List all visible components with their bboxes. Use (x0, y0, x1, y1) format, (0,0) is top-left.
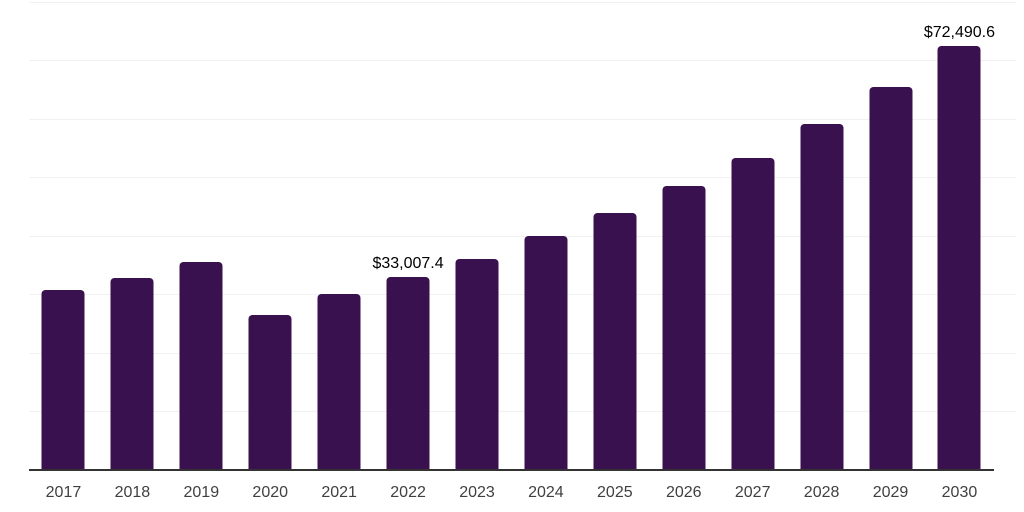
x-axis-label-2029: 2029 (872, 484, 909, 501)
x-axis-label-2018: 2018 (114, 484, 151, 501)
bar-column-2022: $33,007.4 (372, 0, 444, 470)
plot-area: $33,007.4 $72,490.6 (29, 0, 996, 470)
bar-2026 (662, 186, 706, 470)
x-axis-label-2030: 2030 (941, 484, 978, 501)
x-axis-label-2026: 2026 (665, 484, 702, 501)
bar-column-2023 (443, 0, 512, 470)
x-axis-label-2020: 2020 (252, 484, 289, 501)
bar-2020 (248, 314, 292, 470)
bar-column-2025 (580, 0, 649, 470)
bar-2017 (41, 289, 85, 470)
data-label-2030: $72,490.6 (923, 23, 996, 41)
x-axis-label-2017: 2017 (45, 484, 82, 501)
x-axis-line (29, 469, 994, 471)
bar-column-2019 (167, 0, 236, 470)
bar-column-2018 (98, 0, 167, 470)
bar-column-2020 (236, 0, 305, 470)
x-axis-label-2025: 2025 (597, 484, 633, 501)
bar-2028 (800, 124, 844, 470)
bar-2022 (386, 276, 430, 470)
bar-column-2017 (29, 0, 98, 470)
x-axis-labels: 2017 2018 2019 2020 2021 2022 2023 2024 2025 2026… (29, 482, 994, 504)
x-axis-label-2019: 2019 (183, 484, 220, 501)
bar-2027 (731, 157, 775, 470)
x-axis-label-2022: 2022 (390, 484, 426, 501)
x-axis-label-2027: 2027 (734, 484, 771, 501)
bar-2029 (869, 87, 913, 470)
data-label-2022: $33,007.4 (372, 254, 444, 272)
x-axis-label-2023: 2023 (459, 484, 495, 501)
bar-column-2021 (305, 0, 374, 470)
bar-2018 (110, 277, 154, 470)
x-axis-label-2021: 2021 (321, 484, 357, 501)
x-axis-label-2024: 2024 (528, 484, 564, 501)
bar-column-2028 (787, 0, 856, 470)
bar-2030 (937, 45, 981, 470)
x-axis-label-2028: 2028 (803, 484, 840, 501)
bar-column-2027 (718, 0, 787, 470)
bar-column-2030: $72,490.6 (923, 0, 996, 470)
bar-column-2024 (511, 0, 580, 470)
bar-2025 (593, 212, 637, 470)
bar-column-2026 (649, 0, 718, 470)
bar-2024 (524, 236, 568, 470)
bar-2021 (317, 293, 361, 470)
bar-2019 (179, 262, 223, 470)
bar-2023 (455, 258, 499, 470)
bar-column-2029 (856, 0, 925, 470)
